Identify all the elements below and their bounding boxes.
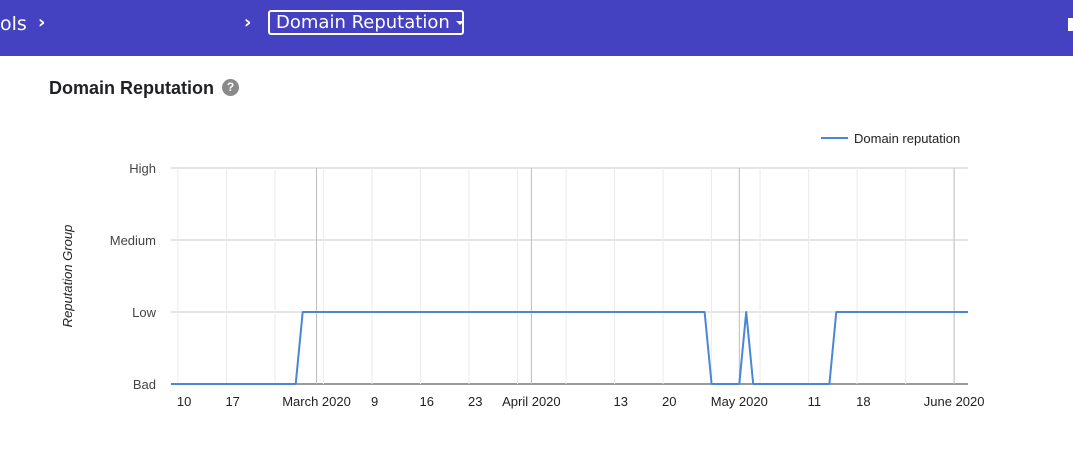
section-title: Domain Reputation <box>49 78 214 98</box>
legend-label: Domain reputation <box>854 131 960 146</box>
x-tick-label: 18 <box>856 394 870 409</box>
breadcrumb-partial[interactable]: ols <box>0 13 27 35</box>
x-tick-label: 13 <box>614 394 628 409</box>
x-tick-label: 11 <box>808 394 822 409</box>
y-tick-label: Bad <box>133 377 156 392</box>
x-tick-label: 9 <box>371 394 378 409</box>
y-tick-label: High <box>129 161 156 176</box>
question-circle-icon[interactable]: ? <box>222 79 239 96</box>
report-dropdown[interactable]: Domain Reputation <box>268 10 464 35</box>
y-axis-title: Reputation Group <box>60 225 75 328</box>
x-tick-label: June 2020 <box>924 394 985 409</box>
chevron-right-icon: › <box>244 12 252 33</box>
x-tick-label: March 2020 <box>282 394 351 409</box>
caret-down-icon <box>455 20 464 25</box>
chevron-right-icon: › <box>38 12 46 33</box>
series-line <box>171 311 968 385</box>
x-tick-label: 10 <box>177 394 191 409</box>
y-tick-label: Medium <box>110 233 156 248</box>
report-dropdown-label: Domain Reputation <box>276 12 450 33</box>
x-tick-label: 23 <box>468 394 482 409</box>
x-tick-label: 16 <box>419 394 433 409</box>
x-tick-label: 20 <box>662 394 676 409</box>
x-tick-label: May 2020 <box>711 394 768 409</box>
top-app-bar: ols › › Domain Reputation <box>0 0 1073 56</box>
y-tick-label: Low <box>132 305 156 320</box>
overflow-icon <box>1068 18 1073 31</box>
x-tick-label: April 2020 <box>502 394 561 409</box>
x-tick-label: 17 <box>225 394 239 409</box>
